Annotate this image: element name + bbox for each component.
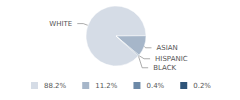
svg-text:0.2%: 0.2% (193, 82, 211, 90)
svg-text:WHITE: WHITE (49, 20, 72, 28)
svg-text:88.2%: 88.2% (44, 82, 67, 90)
svg-text:BLACK: BLACK (153, 64, 176, 72)
svg-text:HISPANIC: HISPANIC (155, 55, 188, 63)
svg-text:11.2%: 11.2% (95, 82, 118, 90)
svg-text:0.4%: 0.4% (146, 82, 164, 90)
svg-text:ASIAN: ASIAN (156, 44, 177, 52)
